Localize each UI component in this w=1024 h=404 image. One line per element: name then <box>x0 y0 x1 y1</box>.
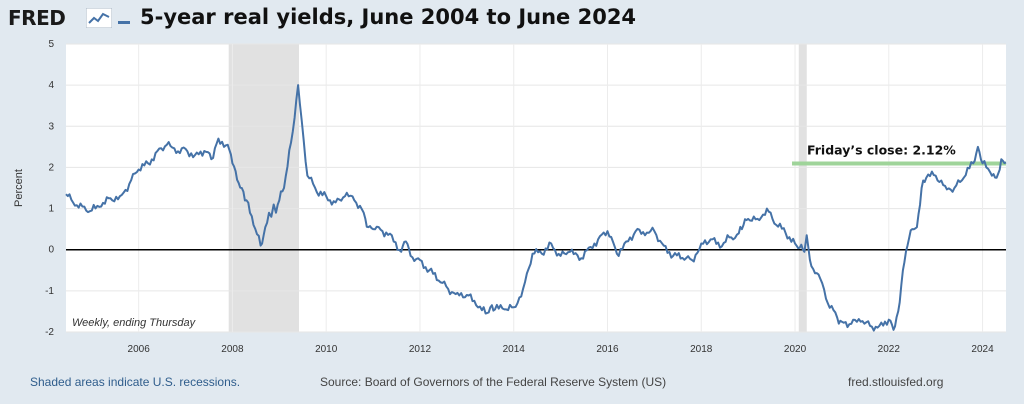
x-tick-label: 2022 <box>878 344 901 355</box>
x-tick-label: 2014 <box>503 344 526 355</box>
fred-logo[interactable]: FRED <box>8 6 66 30</box>
recessions-note-link[interactable]: Shaded areas indicate U.S. recessions. <box>30 375 241 389</box>
x-tick-label: 2016 <box>596 344 619 355</box>
x-tick-label: 2018 <box>690 344 713 355</box>
x-tick-label: 2010 <box>315 344 338 355</box>
fred-logo-graph-icon <box>86 8 112 28</box>
y-tick-label: 5 <box>48 39 54 50</box>
y-tick-label: 4 <box>48 80 54 91</box>
recession-band-1 <box>228 44 300 332</box>
frequency-note: Weekly, ending Thursday <box>72 317 197 329</box>
chart-header: FRED 5-year real yields, June 2004 to Ju… <box>8 5 1008 36</box>
x-tick-label: 2012 <box>409 344 432 355</box>
source-note: Source: Board of Governors of the Federa… <box>320 375 667 389</box>
annotation-label: Friday’s close: 2.12% <box>807 142 956 157</box>
y-tick-label: 0 <box>48 245 54 256</box>
series-line-1 <box>65 84 1007 332</box>
y-tick-label: 2 <box>48 162 54 173</box>
y-tick-label: 3 <box>48 121 54 132</box>
y-axis-label: Percent <box>13 169 25 207</box>
series-legend-swatch <box>118 21 130 24</box>
y-tick-label: -1 <box>45 286 54 297</box>
y-tick-label: 1 <box>48 204 54 215</box>
x-tick-label: 2006 <box>128 344 151 355</box>
chart: Friday’s close: 2.12% -2 -1 0 1 2 3 4 5 2006 2008… <box>13 39 1007 355</box>
x-tick-label: 2008 <box>221 344 244 355</box>
fred-site-link[interactable]: fred.stlouisfed.org <box>848 375 944 389</box>
y-tick-label: -2 <box>45 327 54 338</box>
recession-band-2 <box>798 44 807 332</box>
plot-area <box>66 44 1006 332</box>
chart-title: 5-year real yields, June 2004 to June 20… <box>140 5 637 29</box>
x-tick-label: 2020 <box>784 344 807 355</box>
x-tick-label: 2024 <box>971 344 994 355</box>
